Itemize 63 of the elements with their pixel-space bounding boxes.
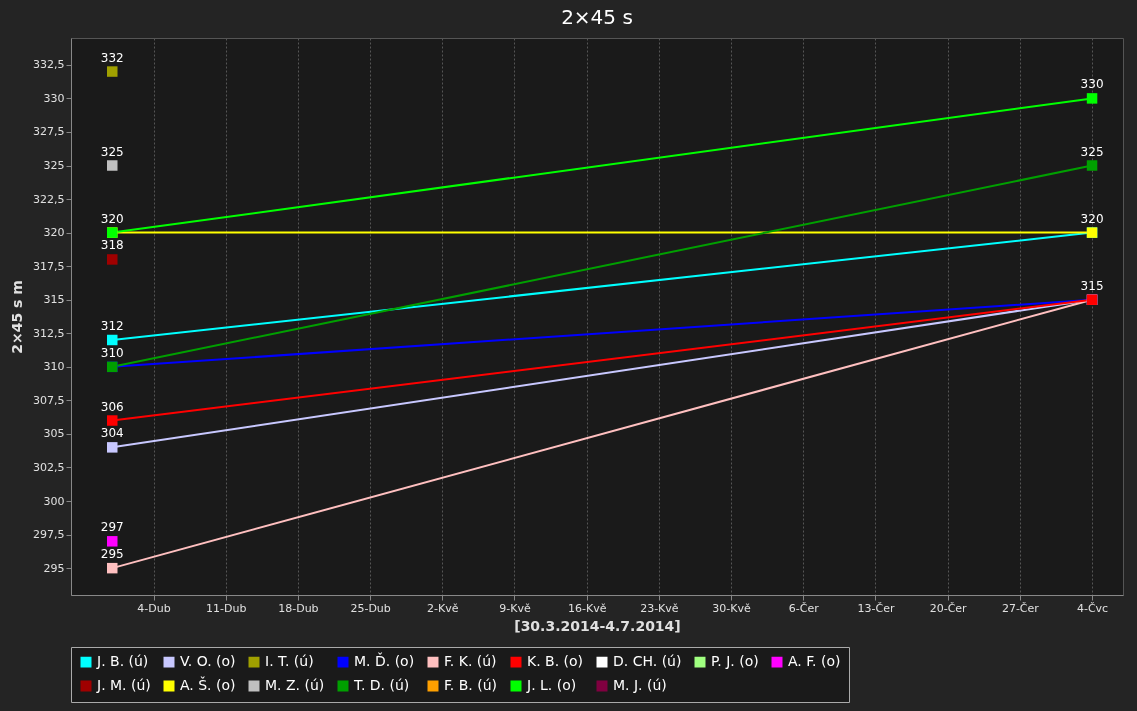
legend-label: F. B. (ú) bbox=[444, 677, 498, 693]
data-label: 315 bbox=[1080, 278, 1104, 293]
y-tick-label: 297,5 bbox=[33, 528, 65, 542]
x-tick-label: 6-Čer bbox=[788, 601, 820, 615]
x-tick-label: 23-Kvě bbox=[640, 601, 679, 615]
y-tick-label: 302,5 bbox=[33, 460, 65, 474]
data-label: 320 bbox=[100, 211, 124, 226]
y-tick-label: 322,5 bbox=[33, 192, 65, 206]
data-label: 310 bbox=[100, 345, 124, 360]
data-label: 325 bbox=[100, 144, 124, 159]
y-tick-label: 332,5 bbox=[33, 58, 65, 72]
x-tick-label: 13-Čer bbox=[857, 601, 895, 615]
legend-label: F. K. (ú) bbox=[444, 653, 497, 670]
x-tick-label: 16-Kvě bbox=[567, 601, 607, 615]
legend-label: M. J. (ú) bbox=[613, 677, 667, 693]
y-tick-label: 310 bbox=[43, 360, 65, 374]
data-label: 312 bbox=[100, 318, 124, 333]
y-tick-label: 295 bbox=[43, 561, 65, 575]
x-tick-label: 4-Čvc bbox=[1076, 601, 1109, 615]
legend-label: M. Ď. (o) bbox=[354, 652, 415, 670]
y-tick-label: 327,5 bbox=[33, 125, 65, 139]
x-tick-label: 9-Kvě bbox=[499, 601, 531, 615]
data-label: 332 bbox=[100, 50, 124, 65]
legend-label: M. Z. (ú) bbox=[265, 677, 325, 693]
legend-label: V. O. (o) bbox=[180, 653, 236, 670]
legend-label: T. D. (ú) bbox=[353, 677, 410, 693]
x-tick-label: 27-Čer bbox=[1001, 601, 1040, 615]
data-label: 330 bbox=[1080, 77, 1104, 92]
x-tick-label: 11-Dub bbox=[206, 601, 247, 615]
data-label: 297 bbox=[100, 520, 124, 535]
legend-label: P. J. (o) bbox=[711, 653, 759, 670]
legend-label: I. T. (ú) bbox=[265, 653, 314, 670]
data-label: 320 bbox=[1080, 211, 1104, 226]
y-tick-label: 317,5 bbox=[33, 259, 65, 273]
legend-label: J. M. (ú) bbox=[96, 677, 151, 693]
y-tick-label: 305 bbox=[43, 427, 65, 441]
x-tick-label: 2-Kvě bbox=[427, 601, 459, 615]
x-tick-label: 30-Kvě bbox=[712, 601, 752, 615]
x-axis-title: [30.3.2014-4.7.2014] bbox=[514, 617, 681, 634]
legend-label: J. B. (ú) bbox=[96, 653, 149, 670]
x-tick-label: 4-Dub bbox=[137, 601, 171, 615]
y-tick-label: 307,5 bbox=[33, 393, 65, 407]
y-tick-label: 312,5 bbox=[33, 326, 65, 340]
y-tick-label: 325 bbox=[43, 159, 65, 173]
legend-label: D. CH. (ú) bbox=[613, 653, 682, 670]
x-tick-label: 25-Dub bbox=[350, 601, 391, 615]
legend-label: J. L. (o) bbox=[526, 677, 577, 693]
legend-label: A. Š. (o) bbox=[180, 676, 236, 693]
data-label: 318 bbox=[100, 238, 124, 253]
y-tick-label: 330 bbox=[43, 91, 65, 105]
data-label: 306 bbox=[100, 399, 124, 414]
data-label: 325 bbox=[1080, 144, 1104, 159]
y-axis-title: 2×45 s m bbox=[9, 280, 26, 354]
y-tick-label: 300 bbox=[43, 494, 65, 508]
chart-title: 2×45 s bbox=[561, 5, 633, 29]
legend-label: A. F. (o) bbox=[788, 653, 841, 670]
legend-label: K. B. (o) bbox=[527, 653, 584, 670]
y-tick-label: 320 bbox=[43, 226, 65, 240]
data-label: 304 bbox=[100, 426, 124, 441]
x-tick-label: 18-Dub bbox=[278, 601, 319, 615]
y-tick-label: 315 bbox=[43, 293, 65, 307]
data-label: 295 bbox=[100, 547, 124, 562]
x-tick-label: 20-Čer bbox=[929, 601, 968, 615]
